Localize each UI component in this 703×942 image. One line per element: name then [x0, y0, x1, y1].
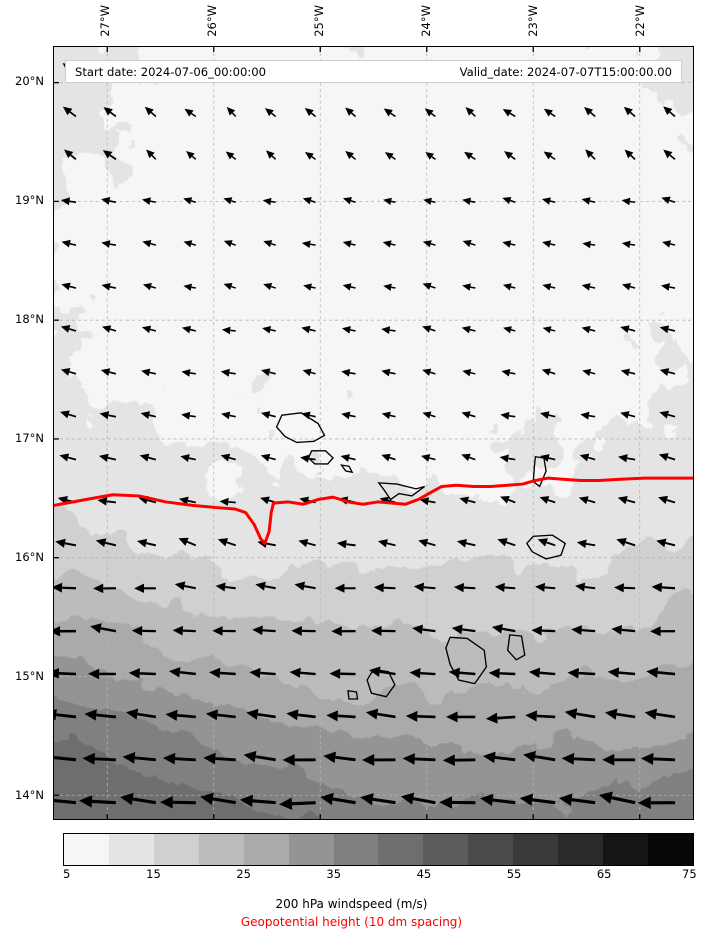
colorbar-segment: [153, 834, 199, 865]
windspeed-shading-layer: [54, 47, 693, 819]
island-outline: [445, 636, 488, 685]
colorbar-tick-labels: 5 15 25 35 45 55 65 75: [0, 868, 703, 884]
island-outline: [532, 455, 547, 488]
colorbar-segment: [423, 834, 469, 865]
x-tick-label: 25°W: [312, 5, 327, 37]
colorbar-tick-label: 15: [146, 867, 161, 881]
y-tick-label: 18°N: [15, 311, 44, 326]
colorbar-segment: [243, 834, 289, 865]
x-tick-label: 26°W: [205, 5, 220, 37]
island-outline: [377, 482, 426, 501]
colorbar-segment: [64, 834, 109, 865]
island-outline: [307, 450, 334, 465]
island-outline: [366, 668, 396, 698]
colorbar-segment: [468, 834, 514, 865]
y-tick-label: 14°N: [15, 788, 44, 803]
island-outline: [340, 464, 354, 474]
date-title-box: Start date: 2024-07-06_00:00:00 Valid_da…: [65, 60, 682, 83]
colorbar-tick-label: 45: [416, 867, 432, 881]
coastlines: [275, 412, 567, 700]
colorbar-segment: [513, 834, 559, 865]
island-outline: [275, 412, 326, 444]
colorbar-tick-label: 35: [326, 867, 342, 881]
colorbar-tick-label: 65: [596, 867, 612, 881]
colorbar-segment: [333, 834, 379, 865]
colorbar-tick-label: 75: [682, 867, 697, 881]
geopotential-caption: Geopotential height (10 dm spacing): [240, 915, 463, 929]
valid-date-label: Valid_date: 2024-07-07T15:00:00.00: [459, 64, 672, 79]
wind-arrows: [54, 62, 676, 810]
colorbar: [63, 833, 694, 866]
map-axes[interactable]: [53, 46, 694, 820]
colorbar-tick-label: 55: [506, 867, 522, 881]
x-tick-label: 24°W: [418, 5, 433, 37]
geopotential-contour: [54, 476, 693, 545]
y-tick-label: 20°N: [15, 73, 44, 88]
gridlines: [54, 47, 693, 819]
y-tick-label: 19°N: [15, 192, 44, 207]
colorbar-segment: [647, 834, 693, 865]
x-tick-label: 27°W: [98, 5, 113, 37]
x-tick-label: 23°W: [525, 5, 540, 37]
wind-vector-and-contour-layer: [54, 47, 693, 819]
start-date-label: Start date: 2024-07-06_00:00:00: [75, 64, 266, 79]
colorbar-segment: [603, 834, 648, 865]
colorbar-segment: [288, 834, 334, 865]
y-tick-label: 15°N: [15, 669, 44, 684]
y-tick-label: 16°N: [15, 550, 44, 565]
island-outline: [525, 534, 567, 560]
colorbar-tick-label: 5: [63, 867, 71, 881]
colorbar-segment: [378, 834, 424, 865]
colorbar-segment: [108, 834, 154, 865]
x-tick-label: 22°W: [632, 5, 647, 37]
y-tick-label: 17°N: [15, 430, 44, 445]
colorbar-segment: [558, 834, 604, 865]
axis-tick-marks: [54, 47, 641, 819]
colorbar-tick-label: 25: [236, 867, 251, 881]
island-outline: [506, 634, 526, 661]
colorbar-segment: [198, 834, 244, 865]
windspeed-caption: 200 hPa windspeed (m/s): [275, 897, 428, 911]
island-outline: [347, 689, 359, 700]
